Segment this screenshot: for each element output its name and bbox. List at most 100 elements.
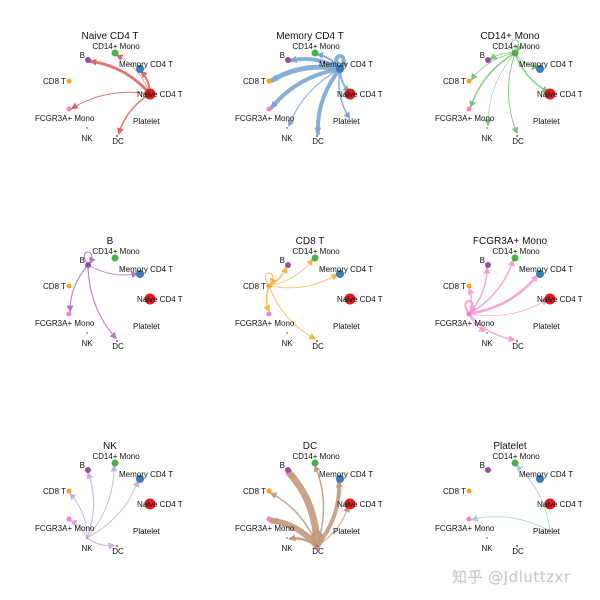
node-naive-cd4-t — [144, 88, 156, 100]
edge-platelet-to-cd14plus-mono — [515, 464, 551, 532]
node-label-b: B — [480, 51, 485, 60]
node-memory-cd4-t — [536, 475, 544, 483]
node-label-b: B — [480, 461, 485, 470]
node-platelet — [349, 120, 351, 122]
node-label-cd8-t: CD8 T — [443, 487, 466, 496]
edge-memory-cd4-t-to-platelet — [338, 68, 351, 120]
edge-cd14plus-mono-to-cd14plus-mono — [510, 39, 523, 54]
edge-naive-cd4-t-to-b — [89, 58, 152, 96]
node-label-nk: NK — [481, 544, 493, 553]
edge-cd14plus-mono-to-cd8-t — [470, 52, 516, 81]
edge-dc-to-naive-cd4-t — [316, 505, 350, 547]
node-nk — [486, 332, 488, 334]
node-label-naive-cd4-t: Naive CD4 T — [137, 295, 183, 304]
node-label-platelet: Platelet — [333, 322, 360, 331]
panel-title: Platelet — [493, 441, 527, 452]
node-cd14plus-mono — [111, 254, 119, 262]
node-label-fcgr3aplus-mono: FCGR3A+ Mono — [35, 319, 95, 328]
node-cd14plus-mono — [511, 459, 519, 467]
panel-title: FCGR3A+ Mono — [473, 236, 548, 247]
edges — [464, 258, 549, 343]
node-nk — [286, 127, 288, 129]
node-label-naive-cd4-t: Naive CD4 T — [337, 90, 383, 99]
node-platelet — [549, 120, 551, 122]
panel-fcgr3aplus-mono: FCGR3A+ Mono Naive CD4 T Memory CD4 T CD14+… — [435, 236, 583, 351]
node-b — [485, 262, 491, 268]
edges — [66, 251, 139, 340]
node-b — [285, 57, 291, 63]
edge-b-to-b — [83, 251, 96, 266]
node-label-dc: DC — [512, 137, 524, 146]
node-cd8-t — [466, 488, 472, 494]
node-label-cd14plus-mono: CD14+ Mono — [92, 42, 140, 51]
node-memory-cd4-t — [136, 65, 144, 73]
edges — [469, 39, 550, 135]
panel-cd8-t: CD8 T Naive CD4 T Memory CD4 T CD14+ Mono B C… — [235, 236, 383, 351]
edge-dc-to-memory-cd4-t — [315, 479, 343, 548]
edge-cd8-t-to-fcgr3aplus-mono — [263, 285, 270, 313]
panel-title: Naive CD4 T — [81, 31, 138, 42]
edge-platelet-to-fcgr3aplus-mono — [470, 514, 551, 532]
node-b — [485, 467, 491, 473]
edge-memory-cd4-t-to-nk — [287, 68, 341, 128]
edge-cd8-t-to-cd14plus-mono — [268, 258, 314, 287]
node-label-nk: NK — [281, 134, 293, 143]
node-fcgr3aplus-mono — [66, 311, 72, 317]
node-naive-cd4-t — [344, 88, 356, 100]
node-label-b: B — [280, 51, 285, 60]
node-platelet — [349, 325, 351, 327]
node-label-nk: NK — [281, 339, 293, 348]
panel-naive-cd4-t: Naive CD4 T Naive CD4 T Memory CD4 T CD14+ … — [35, 31, 183, 146]
node-label-platelet: Platelet — [333, 117, 360, 126]
node-cd8-t — [266, 283, 272, 289]
edge-fcgr3aplus-mono-to-b — [468, 266, 491, 315]
node-dc — [316, 135, 318, 137]
node-nk — [86, 537, 88, 539]
node-label-fcgr3aplus-mono: FCGR3A+ Mono — [35, 524, 95, 533]
node-label-cd14plus-mono: CD14+ Mono — [292, 452, 340, 461]
node-label-memory-cd4-t: Memory CD4 T — [319, 60, 373, 69]
node-label-naive-cd4-t: Naive CD4 T — [537, 295, 583, 304]
node-label-dc: DC — [112, 547, 124, 556]
node-label-dc: DC — [512, 547, 524, 556]
node-label-platelet: Platelet — [133, 322, 160, 331]
node-platelet — [149, 530, 151, 532]
edge-nk-to-b — [86, 471, 95, 539]
node-label-nk: NK — [81, 339, 93, 348]
edge-cd14plus-mono-to-nk — [484, 52, 516, 127]
edge-cd14plus-mono-to-dc — [508, 52, 519, 135]
node-cd8-t — [66, 78, 72, 84]
watermark: 知乎 @Jdluttzxr — [452, 568, 571, 586]
node-fcgr3aplus-mono — [266, 106, 272, 112]
node-nk — [86, 332, 88, 334]
node-label-platelet: Platelet — [533, 527, 560, 536]
node-label-memory-cd4-t: Memory CD4 T — [119, 470, 173, 479]
edge-cd8-t-to-memory-cd4-t — [268, 273, 339, 289]
edge-dc-to-cd14plus-mono — [313, 464, 325, 547]
node-label-cd8-t: CD8 T — [443, 282, 466, 291]
node-memory-cd4-t — [336, 475, 344, 483]
node-dc — [116, 340, 118, 342]
node-cd14plus-mono — [511, 49, 519, 57]
node-naive-cd4-t — [144, 498, 156, 510]
node-cd8-t — [266, 78, 272, 84]
edge-nk-to-cd14plus-mono — [86, 464, 118, 539]
node-label-naive-cd4-t: Naive CD4 T — [337, 295, 383, 304]
node-label-memory-cd4-t: Memory CD4 T — [319, 265, 373, 274]
node-cd8-t — [66, 283, 72, 289]
edges — [470, 464, 551, 532]
node-memory-cd4-t — [136, 270, 144, 278]
node-b — [485, 57, 491, 63]
node-dc — [316, 545, 318, 547]
node-platelet — [549, 325, 551, 327]
node-label-dc: DC — [312, 137, 324, 146]
node-nk — [86, 127, 88, 129]
edge-cd8-t-to-cd8-t — [264, 272, 277, 287]
node-label-nk: NK — [481, 134, 493, 143]
edge-dc-to-nk — [288, 534, 319, 548]
node-cd8-t — [466, 283, 472, 289]
edge-memory-cd4-t-to-fcgr3aplus-mono — [269, 67, 342, 110]
node-label-memory-cd4-t: Memory CD4 T — [119, 60, 173, 69]
node-label-memory-cd4-t: Memory CD4 T — [119, 265, 173, 274]
node-label-fcgr3aplus-mono: FCGR3A+ Mono — [235, 114, 295, 123]
